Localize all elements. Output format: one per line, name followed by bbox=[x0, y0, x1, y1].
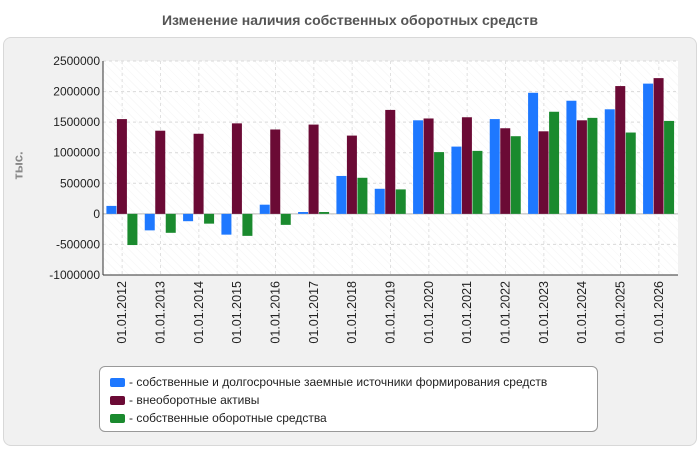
bar-series-0 bbox=[489, 119, 500, 214]
bar-series-2 bbox=[587, 117, 598, 214]
bar-series-2 bbox=[280, 213, 291, 225]
bar-series-2 bbox=[242, 213, 253, 236]
y-tick-label: 2000000 bbox=[53, 85, 100, 99]
x-tick-label: 01.01.2020 bbox=[422, 281, 436, 344]
x-tick-label: 01.01.2014 bbox=[192, 281, 206, 344]
bar-series-2 bbox=[395, 189, 406, 214]
legend-label-sources: - собственные и долгосрочные заемные ист… bbox=[129, 375, 548, 389]
bar-series-0 bbox=[604, 109, 615, 214]
y-tick-label: 500000 bbox=[60, 176, 100, 190]
x-tick-label: 01.01.2016 bbox=[269, 281, 283, 344]
bar-series-2 bbox=[357, 177, 368, 214]
bar-series-0 bbox=[183, 213, 194, 222]
legend-label-noncurrent-assets: - внеоборотные активы bbox=[129, 393, 260, 407]
bar-series-1 bbox=[385, 109, 396, 214]
x-tick-label: 01.01.2017 bbox=[307, 281, 321, 344]
y-tick-label: 1000000 bbox=[53, 146, 100, 160]
bar-series-0 bbox=[259, 204, 270, 214]
bar-series-1 bbox=[308, 124, 319, 214]
bar-series-2 bbox=[625, 132, 636, 214]
bar-series-0 bbox=[413, 120, 424, 214]
x-tick-label: 01.01.2019 bbox=[384, 281, 398, 344]
bar-series-1 bbox=[461, 117, 472, 214]
bar-series-2 bbox=[204, 213, 215, 224]
bar-series-1 bbox=[193, 133, 204, 214]
bar-series-0 bbox=[643, 83, 654, 214]
x-tick-label: 01.01.2015 bbox=[230, 281, 244, 344]
x-tick-label: 01.01.2012 bbox=[115, 281, 129, 344]
x-tick-label: 01.01.2013 bbox=[154, 281, 168, 344]
chart-title: Изменение наличия собственных оборотных … bbox=[161, 12, 539, 28]
legend-item-sources: - собственные и долгосрочные заемные ист… bbox=[110, 373, 587, 391]
legend-swatch-sources bbox=[110, 377, 125, 387]
bar-series-2 bbox=[165, 213, 176, 233]
bar-series-0 bbox=[374, 188, 385, 214]
bar-series-0 bbox=[221, 213, 232, 235]
bar-series-2 bbox=[664, 120, 675, 214]
bar-series-1 bbox=[231, 123, 242, 214]
bar-series-0 bbox=[144, 213, 155, 231]
bar-series-1 bbox=[423, 118, 434, 214]
bar-series-0 bbox=[298, 212, 309, 214]
bar-series-1 bbox=[155, 130, 166, 214]
y-tick-label: 2500000 bbox=[53, 54, 100, 68]
y-tick-label: 0 bbox=[93, 207, 100, 221]
bar-series-2 bbox=[472, 150, 483, 214]
bar-series-1 bbox=[615, 86, 626, 214]
y-tick-label: -500000 bbox=[56, 237, 100, 251]
bar-series-2 bbox=[127, 213, 138, 246]
x-tick-label: 01.01.2021 bbox=[460, 281, 474, 344]
bar-series-2 bbox=[319, 212, 330, 214]
bar-series-2 bbox=[549, 111, 560, 214]
x-tick-label: 01.01.2022 bbox=[499, 281, 513, 344]
bar-series-0 bbox=[336, 175, 347, 214]
bar-series-1 bbox=[270, 129, 281, 214]
bar-series-2 bbox=[510, 136, 521, 214]
bar-series-1 bbox=[500, 128, 511, 214]
legend: - собственные и долгосрочные заемные ист… bbox=[99, 366, 598, 432]
bar-series-1 bbox=[653, 78, 664, 214]
x-tick-label: 01.01.2025 bbox=[614, 281, 628, 344]
bar-series-0 bbox=[451, 146, 462, 214]
y-tick-label: 1500000 bbox=[53, 115, 100, 129]
bar-series-1 bbox=[538, 131, 549, 214]
y-tick-label: -1000000 bbox=[49, 268, 100, 282]
legend-swatch-working-capital bbox=[110, 413, 125, 423]
x-tick-label: 01.01.2026 bbox=[652, 281, 666, 344]
bar-series-0 bbox=[528, 92, 539, 214]
bar-series-1 bbox=[116, 119, 127, 214]
bar-series-1 bbox=[346, 135, 357, 214]
x-tick-label: 01.01.2024 bbox=[575, 281, 589, 344]
legend-label-working-capital: - собственные оборотные средства bbox=[129, 411, 327, 425]
bar-series-1 bbox=[576, 120, 587, 214]
legend-swatch-noncurrent-assets bbox=[110, 395, 125, 405]
legend-item-noncurrent-assets: - внеоборотные активы bbox=[110, 391, 587, 409]
x-tick-label: 01.01.2023 bbox=[537, 281, 551, 344]
bar-series-0 bbox=[566, 100, 577, 214]
legend-item-working-capital: - собственные оборотные средства bbox=[110, 409, 587, 427]
x-tick-label: 01.01.2018 bbox=[345, 281, 359, 344]
bar-series-0 bbox=[106, 205, 117, 214]
bar-series-2 bbox=[434, 152, 445, 214]
